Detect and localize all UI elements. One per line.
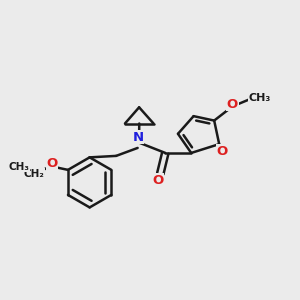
Text: O: O	[46, 157, 58, 170]
Text: CH₃: CH₃	[249, 93, 271, 103]
Text: CH₃: CH₃	[9, 162, 30, 172]
Text: O: O	[227, 98, 238, 111]
Text: O: O	[217, 145, 228, 158]
Text: O: O	[152, 173, 164, 187]
Text: CH₂: CH₂	[24, 169, 45, 179]
Text: N: N	[133, 131, 144, 144]
